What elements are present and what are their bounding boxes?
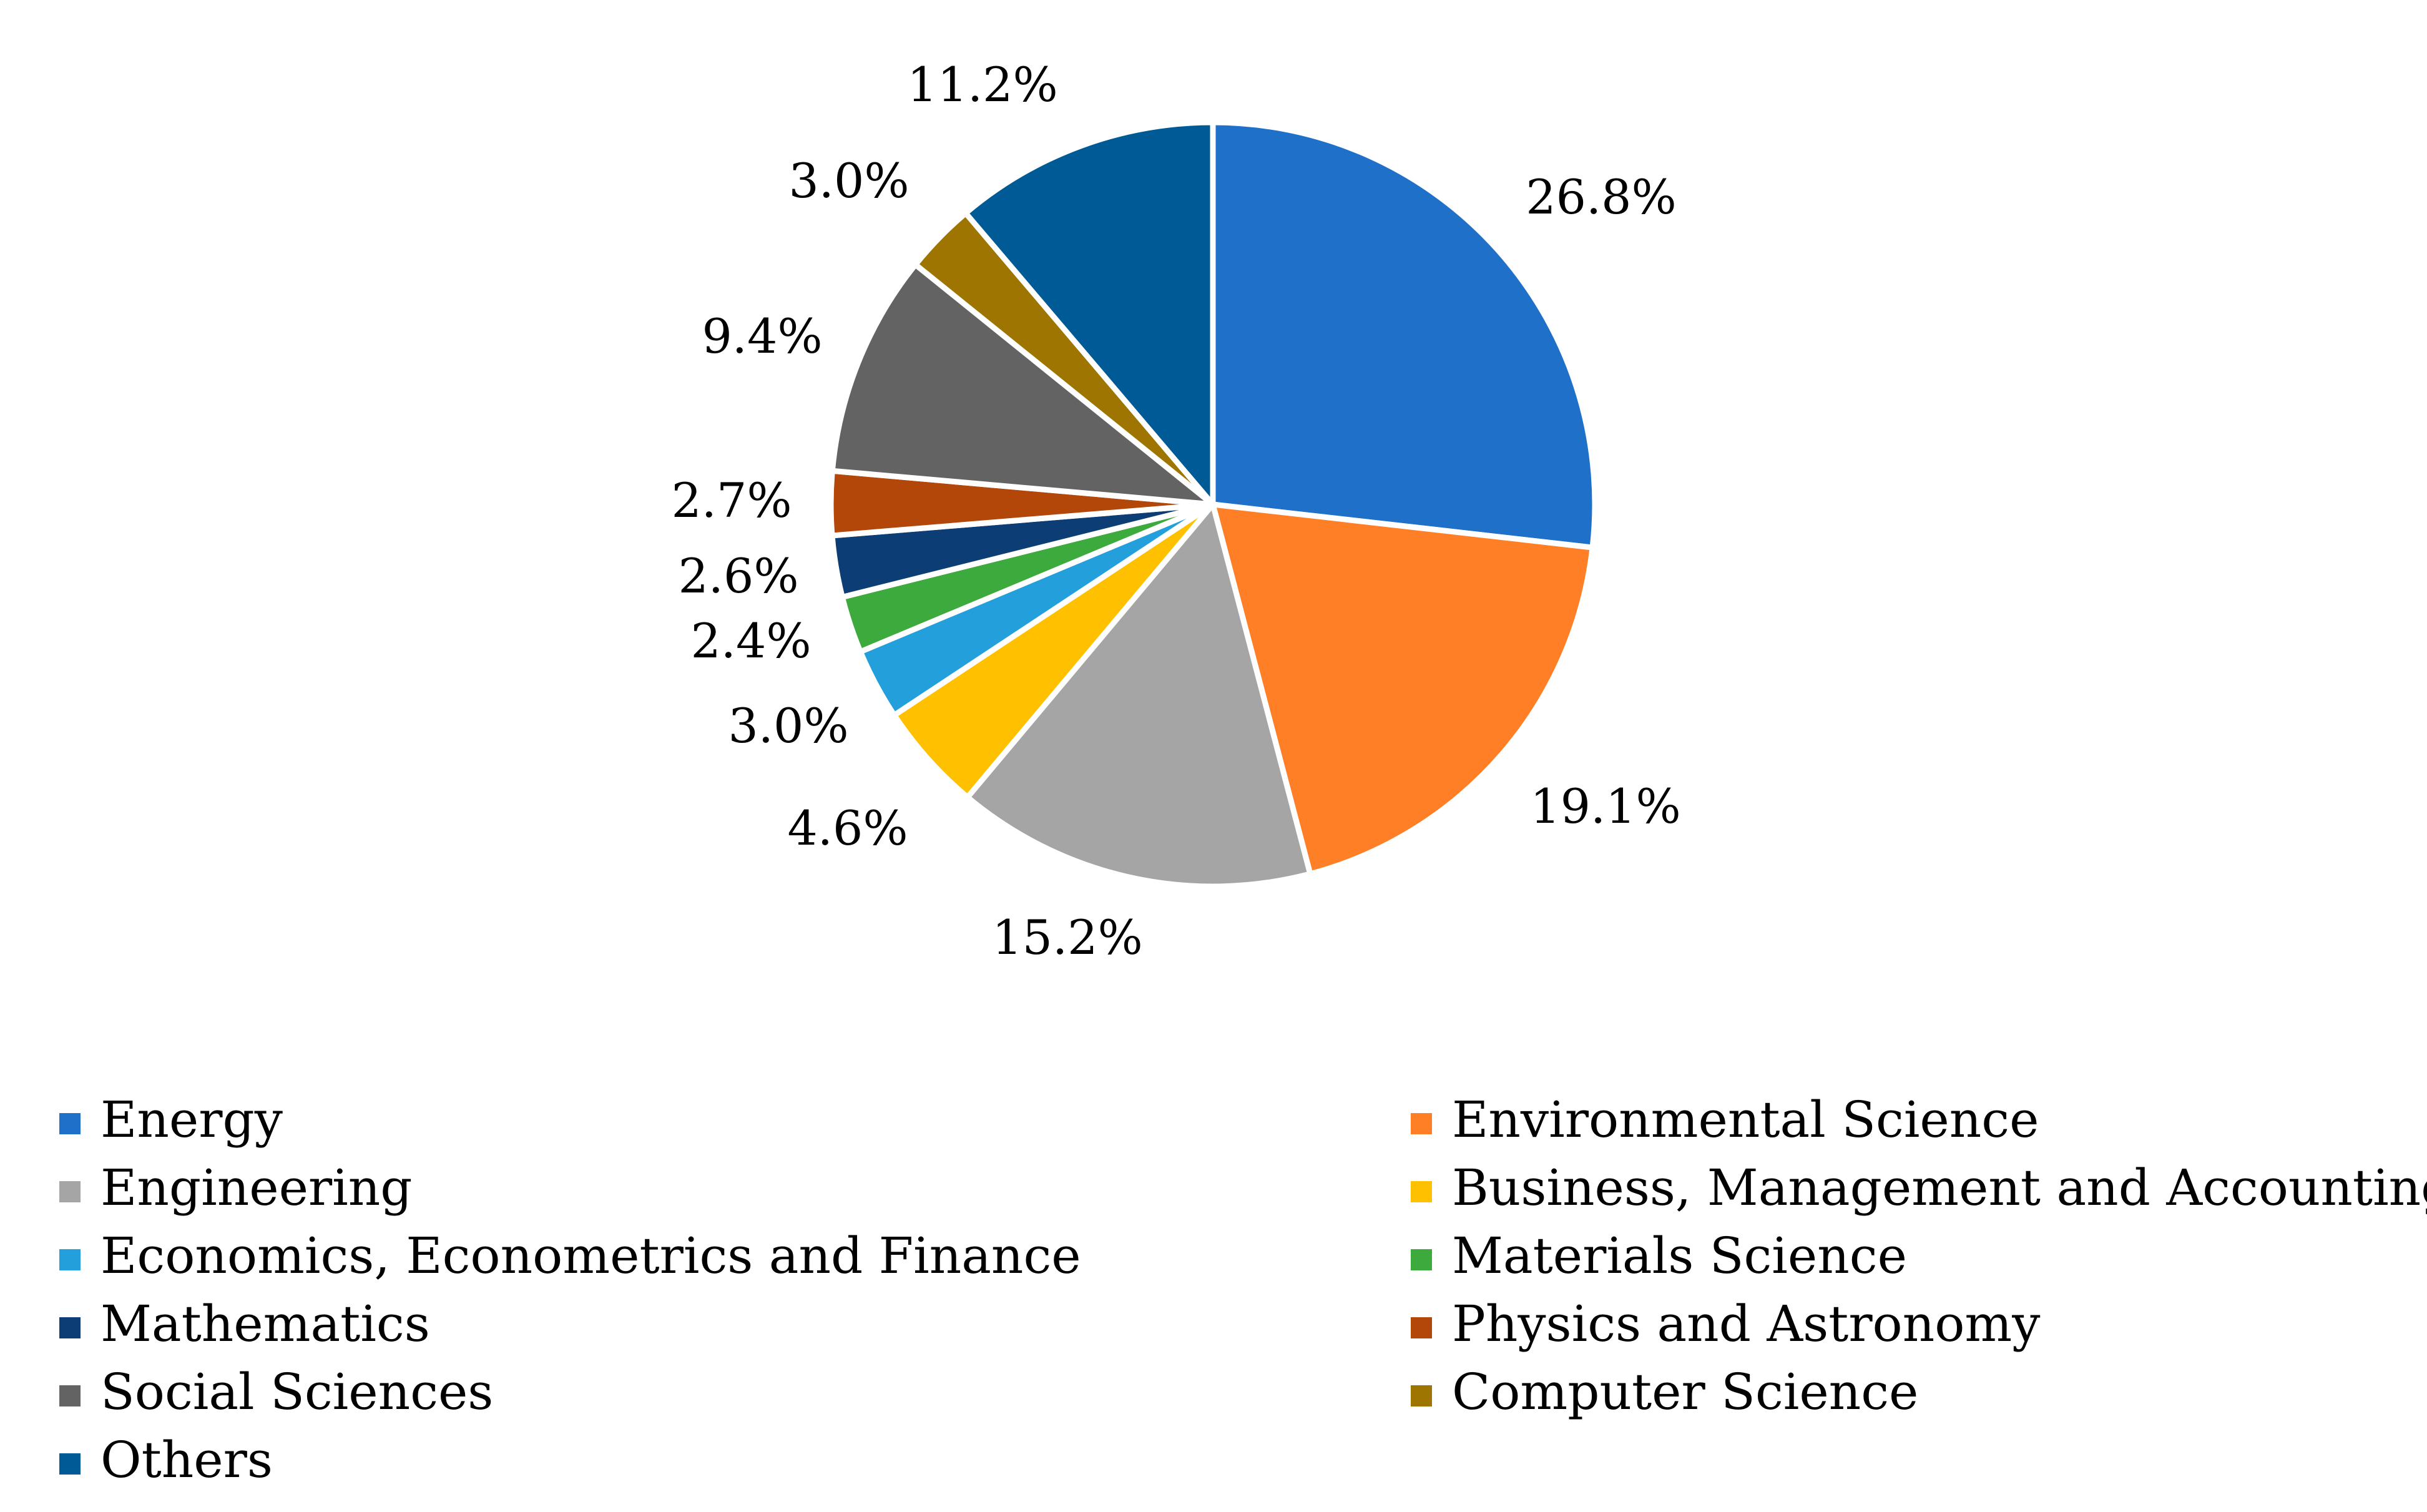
pie-data-labels: 26.8% 19.1% 15.2% 4.6% 3.0% 2.4% 2.6% 2.7% 9.4% 3… [671,57,1680,965]
legend-item: Environmental Science [1411,1091,2039,1149]
legend-label: Economics, Econometrics and Finance [101,1227,1081,1285]
legend-swatch [59,1317,81,1338]
legend-swatch [1411,1181,1432,1202]
pie-slice-social-sciences [829,262,1216,508]
legend-label: Computer Science [1452,1363,1918,1421]
legend-item: Business, Management and Accounting [1411,1159,2427,1217]
data-label: 19.1% [1530,778,1680,834]
data-label: 11.2% [907,57,1057,112]
pie-slice-engineering [964,501,1313,890]
legend-item: Computer Science [1411,1363,1918,1421]
legend-item: Others [59,1431,273,1489]
data-label: 3.0% [728,698,848,754]
legend-label: Social Sciences [101,1363,493,1421]
legend: Energy Environmental Science Engineering Bu… [59,1091,2427,1489]
legend-item: Energy [59,1091,283,1149]
legend-swatch [1411,1249,1432,1270]
legend-item: Mathematics [59,1295,430,1353]
legend-swatch [1411,1113,1432,1134]
pie-slice-environmental-science [1210,501,1596,877]
legend-label: Environmental Science [1452,1091,2039,1149]
data-label: 2.4% [690,613,811,669]
data-label: 3.0% [788,153,909,209]
data-label: 26.8% [1526,169,1676,225]
legend-item: Physics and Astronomy [1411,1295,2040,1353]
data-label: 4.6% [787,800,908,856]
legend-label: Engineering [101,1159,413,1217]
legend-item: Social Sciences [59,1363,493,1421]
legend-swatch [59,1249,81,1270]
pie-slice-others [963,119,1216,508]
legend-swatch [59,1453,81,1475]
legend-swatch [59,1113,81,1134]
legend-label: Energy [101,1091,283,1149]
legend-label: Business, Management and Accounting [1452,1159,2427,1217]
legend-swatch [1411,1317,1432,1338]
legend-label: Mathematics [101,1295,430,1353]
legend-item: Engineering [59,1159,413,1217]
data-label: 2.7% [671,473,792,528]
data-label: 2.6% [678,548,798,604]
legend-swatch [59,1385,81,1406]
legend-label: Physics and Astronomy [1452,1295,2040,1353]
legend-label: Others [101,1431,273,1489]
legend-swatch [59,1181,81,1202]
pie-slice-energy [1210,119,1598,551]
legend-item: Economics, Econometrics and Finance [59,1227,1081,1285]
legend-swatch [1411,1385,1432,1406]
data-label: 15.2% [992,910,1142,965]
data-label: 9.4% [702,308,822,364]
legend-label: Materials Science [1452,1227,1907,1285]
legend-item: Materials Science [1411,1227,1907,1285]
pie-slices [828,119,1598,890]
